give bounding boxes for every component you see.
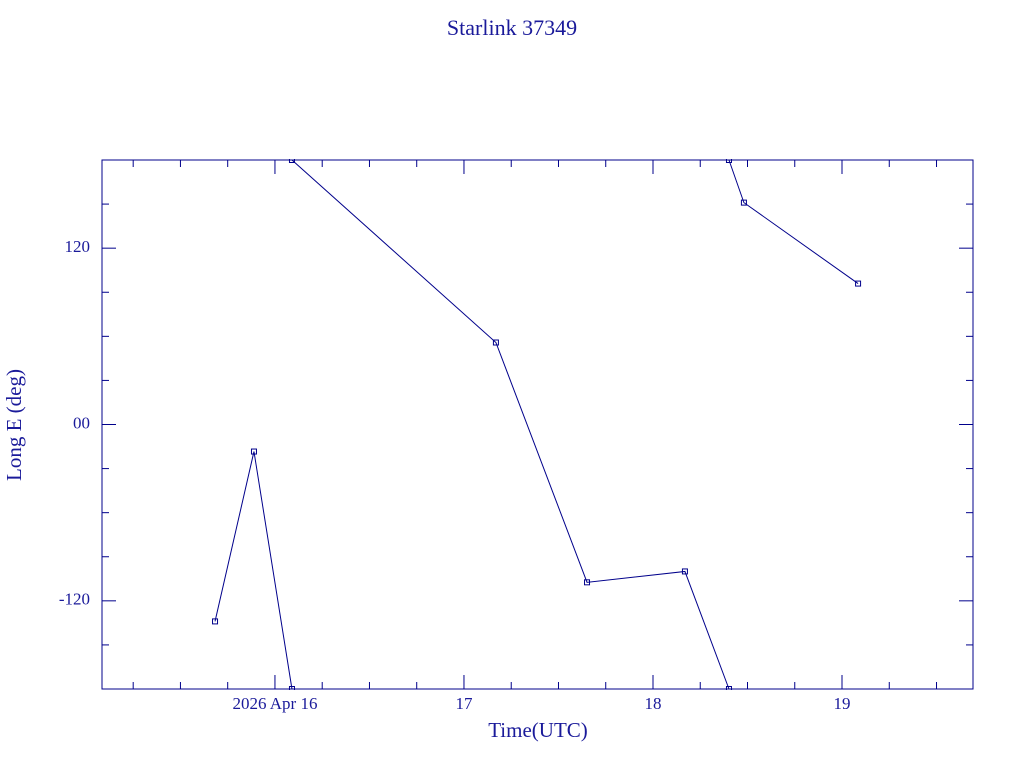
point-marker: [492, 339, 499, 346]
plot-area: [212, 159, 862, 690]
y-tick-label: 00: [73, 413, 90, 432]
x-axis-label: Time(UTC): [488, 718, 588, 742]
y-axis-label: Long E (deg): [2, 369, 26, 481]
point-marker: [584, 579, 591, 586]
point-marker: [288, 159, 295, 163]
point-marker: [855, 280, 862, 287]
point-marker: [250, 448, 257, 455]
series-line: [214, 159, 859, 690]
point-marker: [212, 618, 219, 625]
x-tick-label: 19: [834, 694, 851, 713]
x-tick-label: 18: [644, 694, 661, 713]
point-marker: [725, 686, 732, 690]
x-tick-label: 2026 Apr 16: [232, 694, 317, 713]
y-tick-label: -120: [59, 590, 90, 609]
point-marker: [288, 686, 295, 690]
point-marker: [725, 159, 732, 163]
chart-title: Starlink 37349: [447, 15, 577, 40]
point-marker: [681, 568, 688, 575]
plot-frame: [101, 159, 974, 690]
y-tick-label: 120: [65, 237, 91, 256]
x-tick-label: 17: [455, 694, 473, 713]
point-marker: [740, 199, 747, 206]
